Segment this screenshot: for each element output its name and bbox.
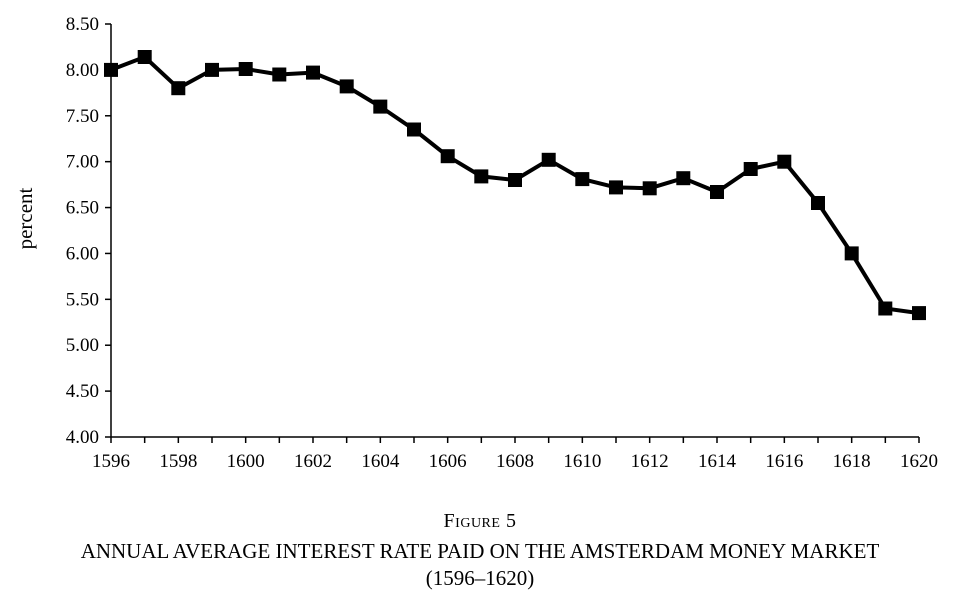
- data-point-marker: [642, 181, 657, 196]
- y-tick-label: 8.00: [66, 60, 99, 81]
- x-tick-label: 1606: [429, 451, 467, 472]
- data-point-marker: [878, 301, 893, 316]
- data-point-marker: [474, 169, 489, 184]
- x-tick-label: 1610: [563, 451, 601, 472]
- x-tick-label: 1598: [159, 451, 197, 472]
- x-tick-label: 1616: [765, 451, 803, 472]
- data-point-marker: [676, 171, 691, 186]
- x-tick-label: 1596: [92, 451, 130, 472]
- data-point-marker: [912, 306, 926, 321]
- figure-subtitle: (1596–1620): [425, 566, 535, 590]
- figure-title: ANNUAL AVERAGE INTEREST RATE PAID ON THE…: [80, 539, 880, 563]
- data-point-marker: [137, 50, 152, 64]
- data-point-marker: [238, 62, 253, 76]
- y-tick-label: 4.50: [66, 381, 99, 402]
- x-tick-label: 1604: [361, 451, 400, 472]
- x-axis-ticks: 1596 1598 1600 1602 1604 1606 1608 1610 1612 1614…: [92, 437, 938, 472]
- y-tick-label: 5.50: [66, 289, 99, 310]
- x-tick-label: 1618: [833, 451, 871, 472]
- x-tick-label: 1614: [698, 451, 737, 472]
- data-point-marker: [407, 122, 421, 137]
- data-point-marker: [609, 180, 623, 195]
- y-tick-label: 4.00: [66, 427, 99, 448]
- y-tick-label: 7.00: [66, 152, 99, 173]
- data-point-marker: [440, 149, 455, 164]
- axes: [110, 24, 919, 438]
- series-group: [104, 50, 926, 321]
- y-tick-label: 5.00: [66, 335, 99, 356]
- figure-label: Figure 5: [443, 510, 517, 532]
- chart: 4.00 4.50 5.00 5.50 6.00 6.50 7.00 7.50 8.00 8.50…: [13, 14, 938, 472]
- data-point-marker: [104, 62, 118, 77]
- x-tick-label: 1620: [900, 451, 938, 472]
- data-point-marker: [373, 99, 388, 114]
- y-tick-label: 6.50: [66, 198, 99, 219]
- data-point-marker: [710, 185, 724, 199]
- data-point-marker: [272, 67, 287, 82]
- data-point-marker: [508, 173, 522, 187]
- y-tick-label: 7.50: [66, 106, 99, 127]
- data-point-marker: [844, 246, 859, 261]
- x-tick-label: 1600: [227, 451, 265, 472]
- x-tick-label: 1602: [294, 451, 332, 472]
- y-tick-label: 8.50: [66, 14, 99, 35]
- data-point-marker: [205, 62, 219, 77]
- data-point-marker: [339, 79, 354, 94]
- x-tick-label: 1608: [496, 451, 534, 472]
- data-point-marker: [743, 162, 758, 176]
- y-axis-ticks: 4.00 4.50 5.00 5.50 6.00 6.50 7.00 7.50 8.00 8.50: [66, 14, 111, 448]
- y-tick-label: 6.00: [66, 243, 99, 264]
- data-point-marker: [306, 65, 320, 80]
- data-point-marker: [811, 196, 825, 210]
- data-point-marker: [541, 152, 556, 167]
- data-point-marker: [777, 154, 792, 169]
- data-point-marker: [171, 81, 186, 96]
- y-axis-title: percent: [13, 187, 37, 249]
- data-point-marker: [575, 172, 590, 187]
- x-tick-label: 1612: [631, 451, 669, 472]
